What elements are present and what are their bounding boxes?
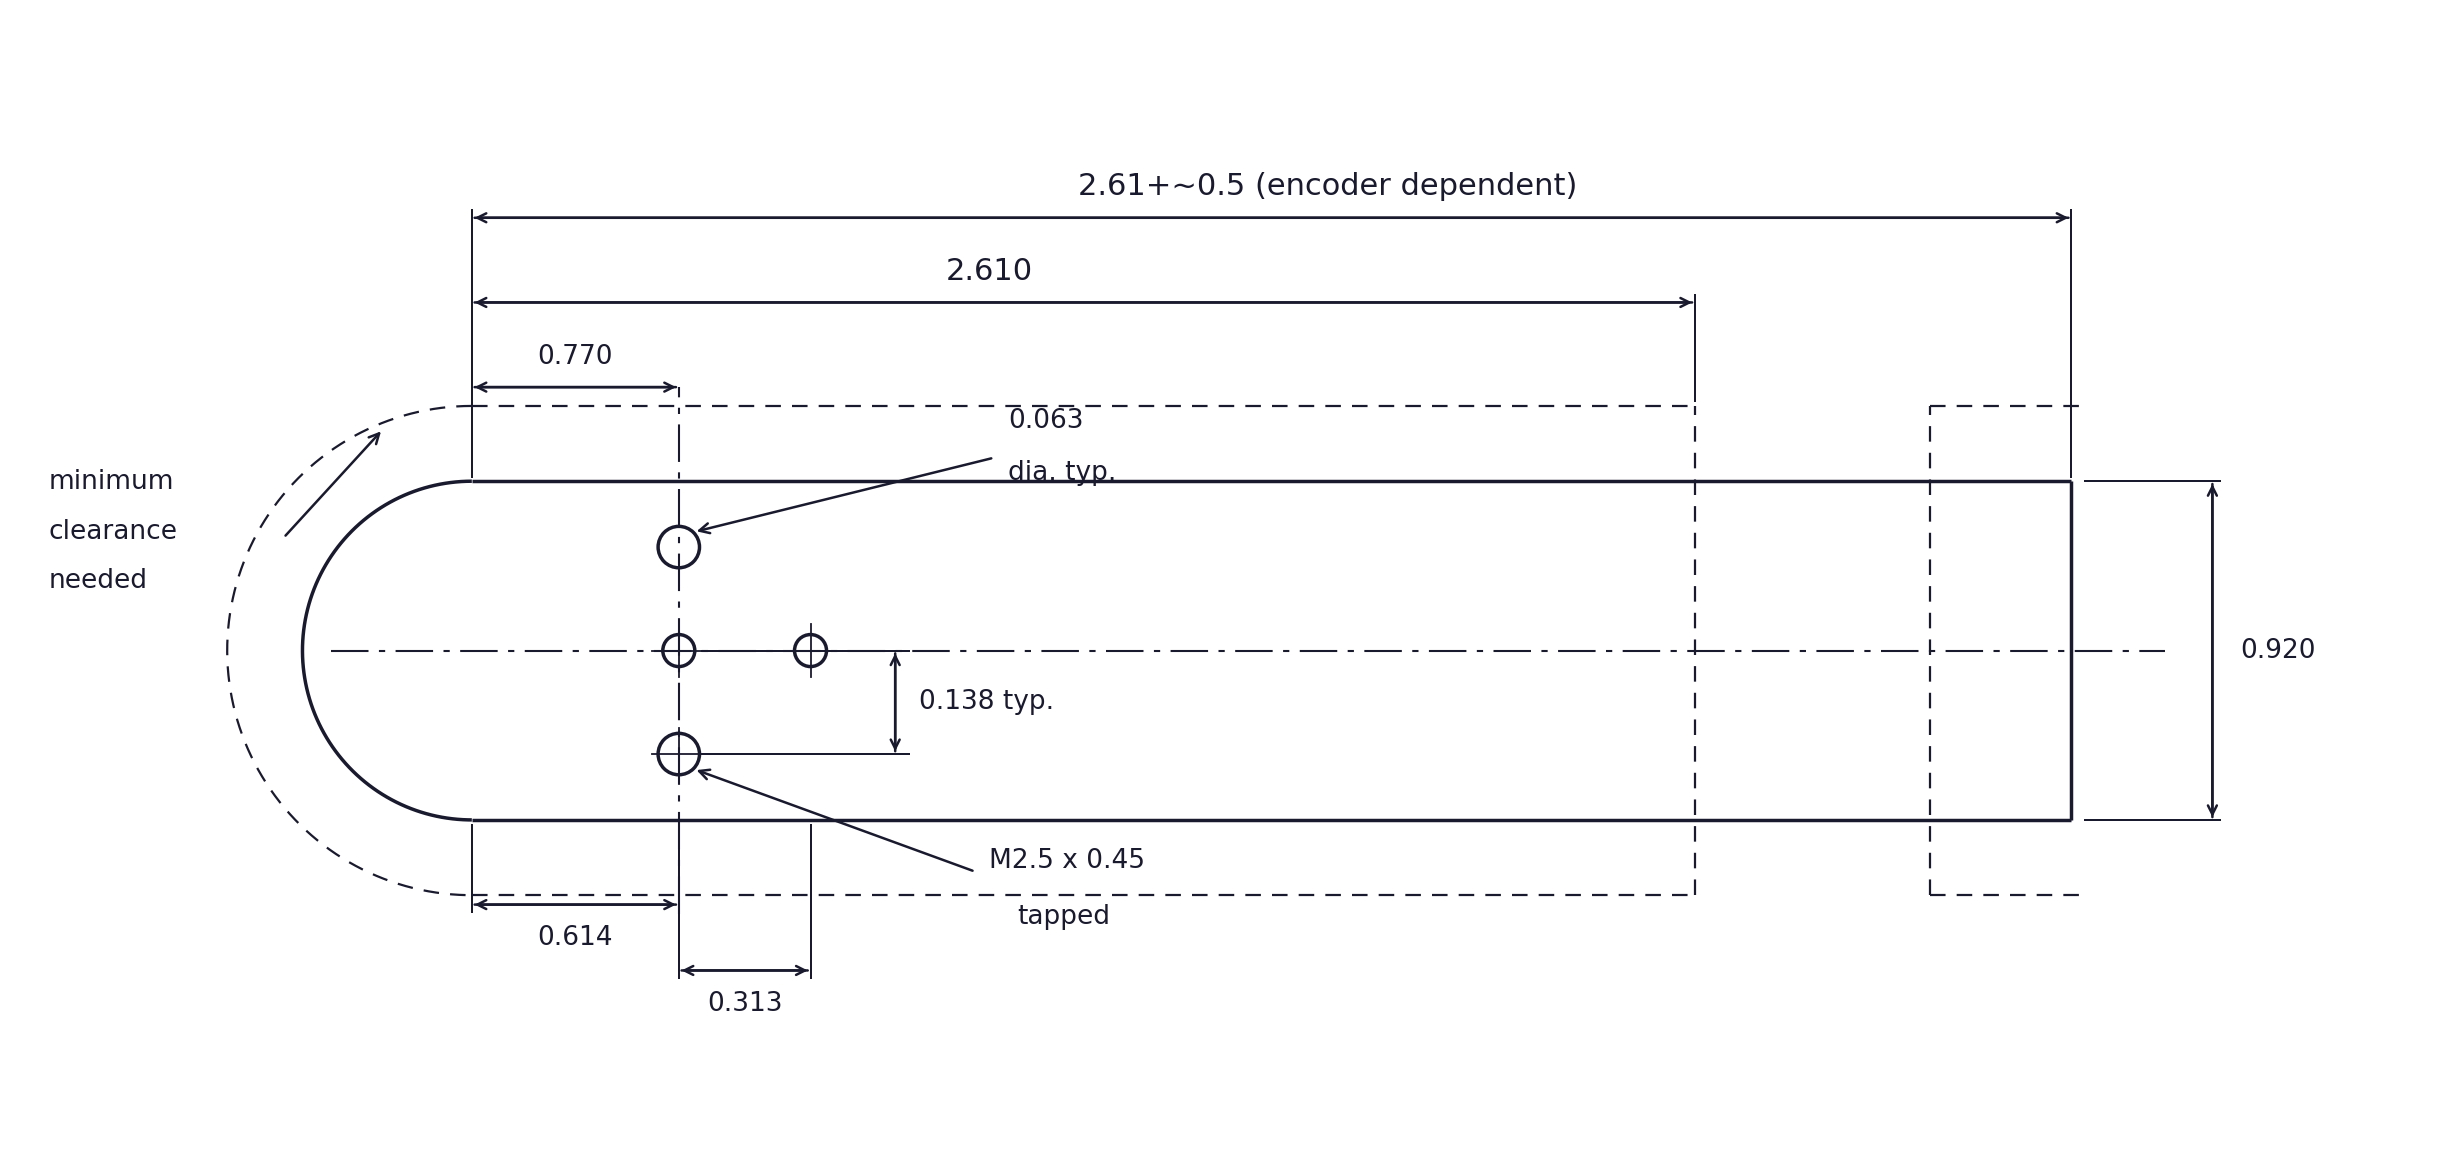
Text: 0.770: 0.770 [539,345,612,370]
Text: M2.5 x 0.45: M2.5 x 0.45 [989,848,1146,873]
Text: 0.920: 0.920 [2241,638,2317,664]
Text: 0.063: 0.063 [1009,408,1082,434]
Text: 0.614: 0.614 [539,926,612,951]
Text: 2.610: 2.610 [945,256,1033,285]
Text: 0.313: 0.313 [708,991,781,1017]
Text: clearance: clearance [49,520,176,545]
Text: needed: needed [49,568,147,594]
Text: minimum: minimum [49,470,174,495]
Text: tapped: tapped [1016,904,1109,930]
Text: dia. typ.: dia. typ. [1009,459,1117,486]
Text: 2.61+~0.5 (encoder dependent): 2.61+~0.5 (encoder dependent) [1078,172,1577,201]
Text: 0.138 typ.: 0.138 typ. [918,689,1053,716]
